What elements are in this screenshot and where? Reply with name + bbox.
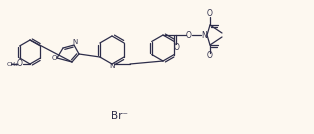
Text: O: O [186, 31, 192, 40]
Text: CH₃: CH₃ [7, 62, 19, 67]
Text: N⁺: N⁺ [109, 63, 119, 69]
Text: O: O [174, 42, 180, 51]
Text: O: O [207, 10, 213, 18]
Text: O: O [17, 59, 23, 68]
Text: Br⁻: Br⁻ [111, 111, 128, 121]
Text: O: O [207, 51, 213, 60]
Text: O: O [51, 55, 57, 61]
Text: N: N [72, 39, 78, 45]
Text: N: N [201, 31, 207, 40]
